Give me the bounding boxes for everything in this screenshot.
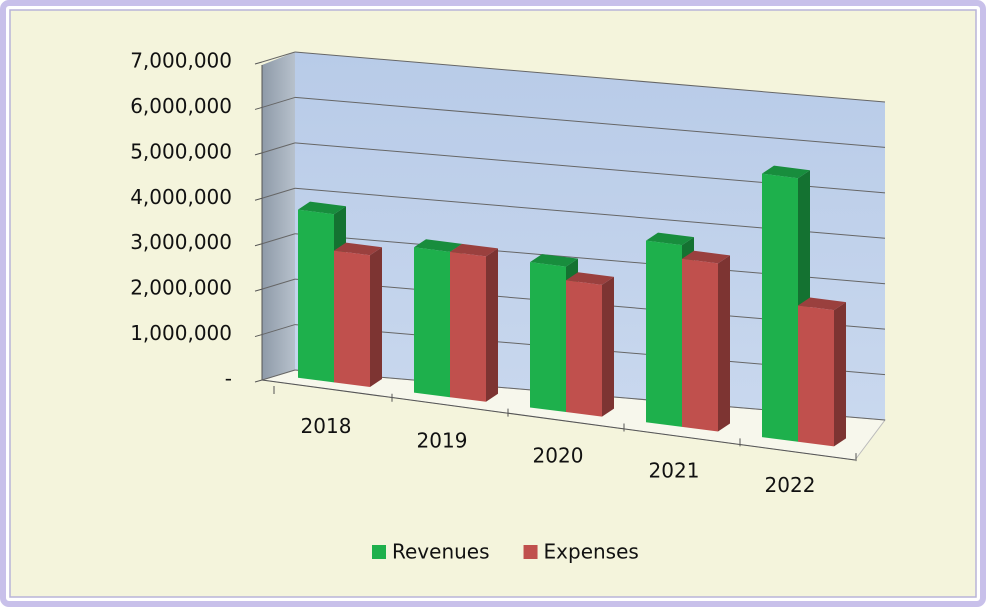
grid-line: [261, 96, 296, 108]
tick-mark: [254, 243, 263, 247]
x-tick-label: 2018: [301, 414, 352, 438]
bar-side: [370, 247, 382, 387]
bar: [450, 251, 486, 402]
bar: [530, 262, 566, 413]
legend-label: Expenses: [544, 540, 639, 564]
tick-mark: [254, 379, 263, 383]
bar-top: [646, 232, 694, 246]
x-tick-label: 2022: [765, 473, 816, 497]
bar: [298, 209, 334, 383]
tick-mark: [254, 61, 263, 65]
legend-swatch: [523, 545, 538, 559]
tick-mark: [254, 334, 263, 338]
tick-mark: [254, 106, 263, 110]
bar-top: [334, 242, 382, 256]
bar: [646, 240, 682, 427]
tick-mark: [254, 197, 263, 201]
bar-top: [450, 243, 498, 257]
bar-top: [530, 254, 578, 267]
bar-top: [414, 239, 462, 252]
y-tick-label: 4,000,000: [130, 185, 232, 209]
tick-mark: [254, 288, 263, 292]
y-tick-label: 6,000,000: [130, 94, 232, 118]
bar: [762, 173, 798, 442]
bar-side: [486, 248, 498, 402]
y-tick-label: 1,000,000: [130, 321, 232, 345]
grid-line: [261, 278, 296, 290]
x-tick-label: 2021: [649, 458, 700, 482]
bar: [334, 250, 370, 387]
grid-line: [261, 142, 296, 154]
x-axis: [261, 379, 856, 461]
grid-line: [294, 96, 886, 148]
bar: [566, 280, 602, 417]
bar-top: [682, 250, 730, 264]
bar-side: [718, 255, 730, 432]
bar: [414, 247, 450, 398]
bar-side: [834, 302, 846, 447]
y-tick-label: 5,000,000: [130, 139, 232, 163]
side-wall: [262, 52, 295, 380]
bar-side: [602, 276, 614, 417]
y-tick-label: 2,000,000: [130, 276, 232, 300]
legend-swatch: [372, 545, 386, 559]
bar-top: [298, 201, 346, 215]
legend-label: Revenues: [392, 540, 490, 564]
grid-line: [261, 233, 296, 245]
bar: [682, 258, 718, 432]
grid-line: [261, 324, 296, 336]
bar-top: [798, 297, 846, 311]
grid-line: [261, 369, 296, 381]
y-tick-label: 7,000,000: [130, 49, 232, 73]
bar-top: [762, 165, 810, 179]
grid-line: [294, 51, 886, 103]
x-tick-label: 2019: [417, 429, 468, 453]
grid-line: [261, 51, 296, 63]
bar: [798, 305, 834, 447]
tick-mark: [254, 152, 263, 156]
x-tick-label: 2020: [533, 444, 584, 468]
y-tick-label: 3,000,000: [130, 230, 232, 254]
grid-line: [261, 187, 296, 199]
y-tick-label: -: [225, 367, 232, 391]
bar-top: [566, 272, 614, 285]
